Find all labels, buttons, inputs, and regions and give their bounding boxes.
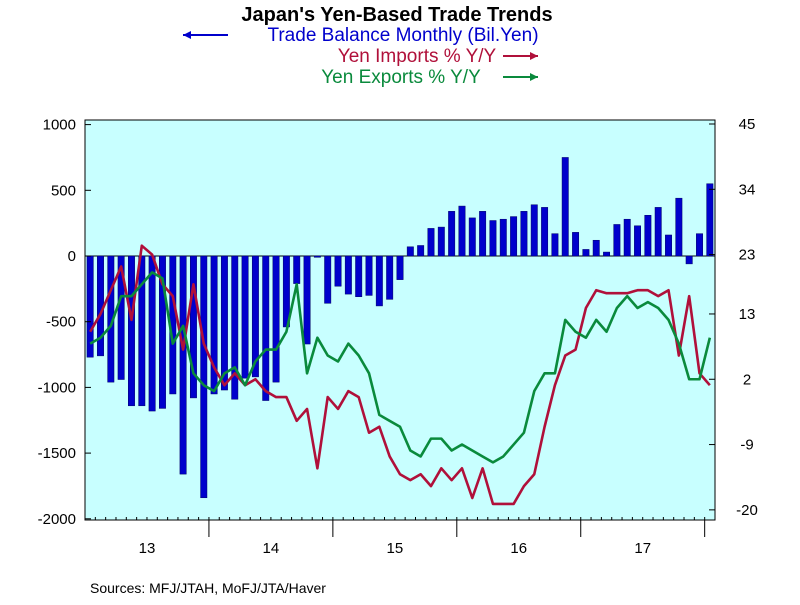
trade-balance-bar bbox=[634, 225, 641, 257]
source-note: Sources: MFJ/JTAH, MoFJ/JTA/Haver bbox=[90, 580, 326, 596]
trade-balance-bar bbox=[417, 245, 425, 257]
trade-balance-bar bbox=[189, 255, 197, 399]
trade-balance-bar bbox=[148, 255, 156, 412]
trade-balance-bar bbox=[489, 220, 497, 257]
trade-balance-bar bbox=[592, 239, 600, 257]
legend-label: Trade Balance Monthly (Bil.Yen) bbox=[267, 25, 538, 46]
trade-balance-bar bbox=[541, 207, 549, 257]
trade-balance-bar bbox=[551, 233, 559, 257]
left-tick-label: 0 bbox=[68, 248, 76, 265]
right-tick-label: 23 bbox=[739, 247, 756, 264]
trade-balance-bar bbox=[613, 224, 621, 257]
trade-balance-bar bbox=[344, 255, 352, 295]
trade-balance-bar bbox=[675, 197, 683, 257]
trade-balance-bar bbox=[458, 205, 466, 257]
trade-balance-bar bbox=[623, 218, 631, 257]
trade-balance-bar bbox=[685, 255, 693, 265]
trade-balance-bar bbox=[251, 255, 259, 378]
trade-balance-bar bbox=[530, 204, 538, 257]
legend-arrow-head bbox=[183, 31, 191, 39]
trade-balance-bar bbox=[520, 211, 528, 257]
trade-balance-bar bbox=[396, 255, 404, 280]
x-tick-label: 13 bbox=[139, 540, 156, 557]
trade-balance-bar bbox=[138, 255, 146, 407]
trade-balance-bar bbox=[334, 255, 342, 287]
trade-balance-bar bbox=[262, 255, 270, 401]
trade-balance-bar bbox=[510, 216, 518, 257]
left-tick-label: -1000 bbox=[38, 379, 76, 396]
left-tick-label: -500 bbox=[46, 314, 76, 331]
trade-balance-bar bbox=[448, 211, 456, 257]
right-tick-label: -20 bbox=[736, 502, 758, 519]
trade-balance-bar bbox=[386, 255, 394, 300]
trade-balance-bar bbox=[644, 215, 652, 257]
x-tick-label: 16 bbox=[510, 540, 527, 557]
trade-balance-bar bbox=[117, 255, 125, 380]
trade-balance-bar bbox=[200, 255, 208, 499]
left-tick-label: -1500 bbox=[38, 445, 76, 462]
legend-label: Yen Imports % Y/Y bbox=[338, 46, 497, 67]
trade-balance-bar bbox=[479, 211, 487, 257]
legend-label: Yen Exports % Y/Y bbox=[321, 67, 481, 88]
x-tick-label: 17 bbox=[634, 540, 651, 557]
trade-balance-bar bbox=[128, 255, 135, 407]
x-tick-label: 15 bbox=[386, 540, 403, 557]
trade-balance-bar bbox=[499, 218, 507, 257]
trade-balance-bar bbox=[159, 255, 166, 409]
trade-balance-bar bbox=[179, 255, 187, 475]
trade-balance-bar bbox=[241, 255, 249, 379]
trade-balance-bar bbox=[468, 217, 476, 257]
trade-balance-bar bbox=[293, 255, 301, 284]
x-tick-label: 14 bbox=[263, 540, 280, 557]
trade-balance-bar bbox=[654, 207, 662, 257]
right-tick-label: 2 bbox=[743, 371, 751, 388]
legend-arrow-head bbox=[530, 52, 538, 60]
chart-title: Japan's Yen-Based Trade Trends bbox=[241, 4, 552, 26]
trade-balance-bar bbox=[365, 255, 373, 296]
trade-balance-bar bbox=[406, 246, 414, 257]
trade-balance-bar bbox=[427, 228, 435, 257]
trade-balance-bar bbox=[313, 255, 321, 258]
trade-balance-bar bbox=[355, 255, 363, 297]
trade-balance-bar bbox=[210, 255, 218, 395]
right-tick-label: -9 bbox=[740, 437, 753, 454]
trade-balance-bar bbox=[572, 232, 580, 257]
plot-area bbox=[84, 119, 716, 521]
legend: Trade Balance Monthly (Bil.Yen)Yen Impor… bbox=[183, 25, 539, 88]
trade-balance-bar bbox=[696, 233, 703, 257]
trade-balance-bar bbox=[665, 234, 672, 257]
trade-balance-bar bbox=[375, 255, 383, 307]
legend-arrow-head bbox=[530, 73, 538, 81]
trade-balance-bar bbox=[582, 249, 590, 257]
trade-balance-bar bbox=[603, 251, 611, 257]
series-lines bbox=[89, 244, 712, 506]
right-tick-label: 45 bbox=[739, 116, 756, 133]
imports-line bbox=[89, 244, 711, 506]
axes: 1000 500 0 -500 -1000 -1500 -2000 45 34 23 13 2 -9 -2… bbox=[38, 116, 758, 557]
left-tick-label: 1000 bbox=[43, 117, 76, 134]
right-tick-label: 34 bbox=[739, 181, 756, 198]
trade-balance-bar bbox=[272, 255, 280, 383]
trade-balance-bars bbox=[86, 157, 714, 499]
exports-line bbox=[89, 271, 712, 464]
trade-balance-bar bbox=[220, 255, 228, 391]
left-tick-label: 500 bbox=[51, 182, 76, 199]
trade-balance-bar bbox=[231, 255, 239, 400]
trade-balance-bar bbox=[706, 183, 714, 257]
trade-balance-bar bbox=[561, 157, 569, 257]
right-tick-label: 13 bbox=[739, 306, 756, 323]
trade-balance-bar bbox=[437, 226, 445, 257]
trade-balance-bar bbox=[324, 255, 332, 304]
trade-balance-bar bbox=[303, 255, 311, 345]
left-tick-label: -2000 bbox=[38, 511, 76, 528]
